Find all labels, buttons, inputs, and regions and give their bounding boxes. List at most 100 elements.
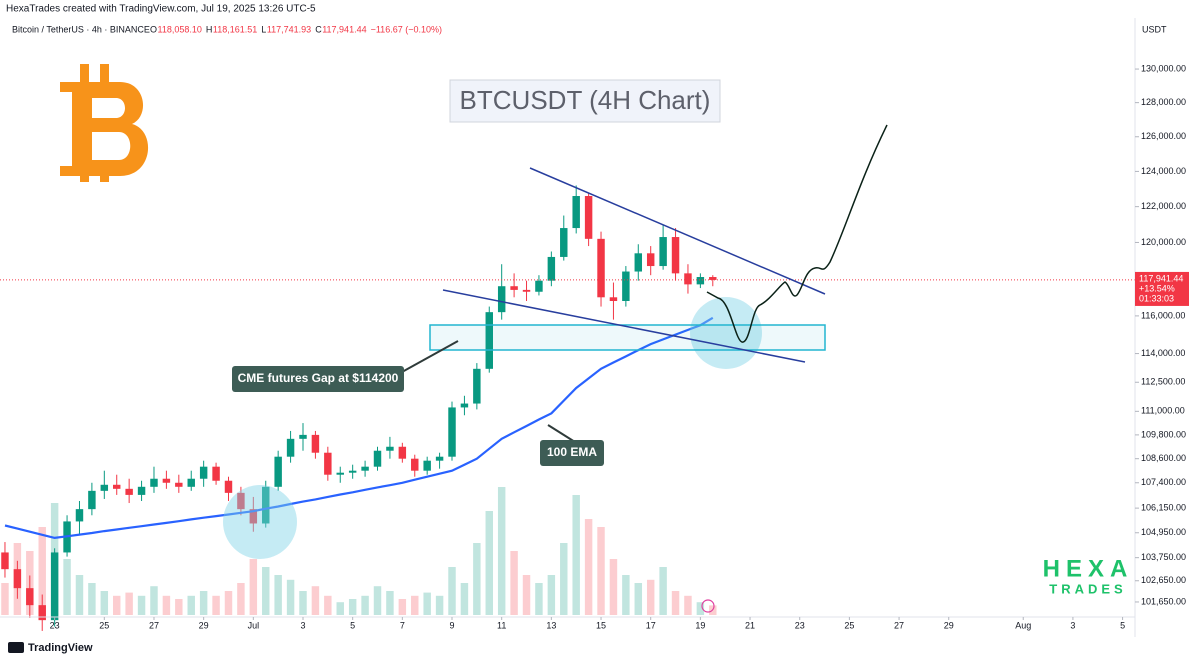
candle-body: [597, 238, 605, 298]
ohlc-item: H: [206, 24, 213, 34]
volume-bar: [373, 586, 382, 615]
volume-bar: [348, 599, 357, 615]
candle-body: [448, 407, 456, 457]
candle-body: [671, 237, 680, 274]
volume-bar: [175, 599, 183, 615]
x-tick-label: 3: [300, 620, 305, 630]
volume-bar: [224, 591, 233, 615]
candle-body: [199, 466, 208, 479]
candle-body: [150, 478, 158, 487]
header-bar: [0, 0, 1200, 18]
volume-bar: [125, 592, 133, 615]
y-tick-label: 116,000.00: [1141, 310, 1185, 320]
y-tick-label: 124,000.00: [1141, 166, 1186, 176]
footer-logo: [8, 642, 24, 653]
candle-body: [497, 286, 506, 313]
y-tick-label: 107,400.00: [1141, 477, 1186, 487]
callout-pointer: [547, 424, 576, 443]
price-tag-text: +13.54%: [1139, 283, 1175, 293]
x-tick-label: 23: [50, 620, 60, 630]
candle-body: [299, 434, 307, 439]
axes: 130,000.00 128,000.00 126,000.00 124,000.00…: [50, 63, 1189, 630]
volume-bar: [659, 567, 667, 615]
price-tag: [1135, 271, 1189, 306]
x-tick-label: 17: [646, 620, 656, 630]
callout-box: [232, 366, 404, 392]
candle-body: [584, 196, 593, 239]
candle-body: [224, 480, 233, 493]
candle-body: [175, 482, 183, 487]
volume-bar: [646, 579, 655, 615]
ohlc-item: 117,941.44: [322, 24, 366, 34]
candle-body: [125, 488, 133, 495]
volume-bar: [684, 595, 692, 615]
candle-body: [336, 472, 344, 475]
trendline: [529, 167, 826, 295]
volume-bar: [187, 595, 195, 615]
candle-body: [1, 552, 9, 570]
x-tick-label: 21: [745, 620, 755, 630]
y-tick-label: 106,150.00: [1141, 502, 1186, 512]
volume-bar: [597, 527, 605, 615]
volume-bar: [435, 595, 444, 615]
volume-bar: [473, 543, 481, 615]
x-tick-label: 5: [350, 620, 355, 630]
candle-body: [137, 486, 146, 495]
y-tick-label: 126,000.00: [1141, 131, 1186, 141]
volume-bar: [113, 595, 121, 615]
volume-bar: [88, 583, 96, 615]
x-tick-label: 25: [99, 620, 109, 630]
volume-bar: [63, 559, 71, 615]
watermark: TRADES: [1049, 581, 1126, 596]
candle-body: [572, 196, 580, 229]
candle-body: [237, 492, 245, 510]
ohlc-item: 118,058.10: [158, 24, 202, 34]
x-tick-label: 29: [199, 620, 209, 630]
candle-body: [212, 466, 220, 481]
candle-body: [348, 470, 357, 473]
y-tick-label: 112,500.00: [1141, 377, 1185, 387]
footer-bar: [0, 637, 1200, 660]
volume-bar: [150, 586, 158, 615]
candle-body: [286, 438, 295, 457]
candle-body: [249, 509, 258, 524]
candle-body: [634, 253, 643, 272]
x-tick-label: Aug: [1015, 620, 1031, 630]
y-tick-label: 122,000.00: [1141, 201, 1186, 211]
alert-icon[interactable]: [701, 599, 715, 613]
axis-label: USDT: [1142, 24, 1167, 34]
highlight-circle: [223, 485, 297, 559]
candle-body: [13, 569, 22, 589]
volume-bar: [584, 519, 593, 615]
candle-body: [622, 271, 630, 302]
callout-pointer: [401, 340, 459, 373]
volume-bar: [361, 595, 369, 615]
x-tick-label: 19: [695, 620, 705, 630]
callout-box: [540, 440, 604, 466]
volume-bar: [510, 551, 518, 615]
volume-bar: [572, 495, 580, 615]
volume-bar: [274, 575, 282, 615]
candle-body: [684, 273, 692, 285]
candle-body: [609, 297, 618, 302]
candle-body: [274, 456, 282, 487]
gap-zone: [429, 324, 826, 351]
candle-body: [646, 253, 655, 267]
candle-body: [423, 460, 431, 471]
volume-bar: [535, 583, 543, 615]
candle-body: [100, 484, 109, 491]
plot-area: [0, 185, 1135, 631]
volume-bar: [324, 595, 332, 615]
candle-body: [460, 403, 469, 408]
price-tag-text: 117,941.44: [1139, 273, 1183, 283]
candle-body: [262, 486, 270, 524]
ohlc-item: C: [315, 24, 322, 34]
highlight-circle: [690, 297, 762, 369]
x-tick-label: Jul: [248, 620, 260, 630]
ohlc-legend: O 118,058.10 H 118,161.51 L 117,741.93 C 117,94…: [150, 24, 442, 34]
volume-bar: [547, 575, 556, 615]
volume-bar: [411, 595, 419, 615]
candle-body: [547, 256, 556, 281]
y-tick-label: 101,650.00: [1141, 596, 1186, 606]
